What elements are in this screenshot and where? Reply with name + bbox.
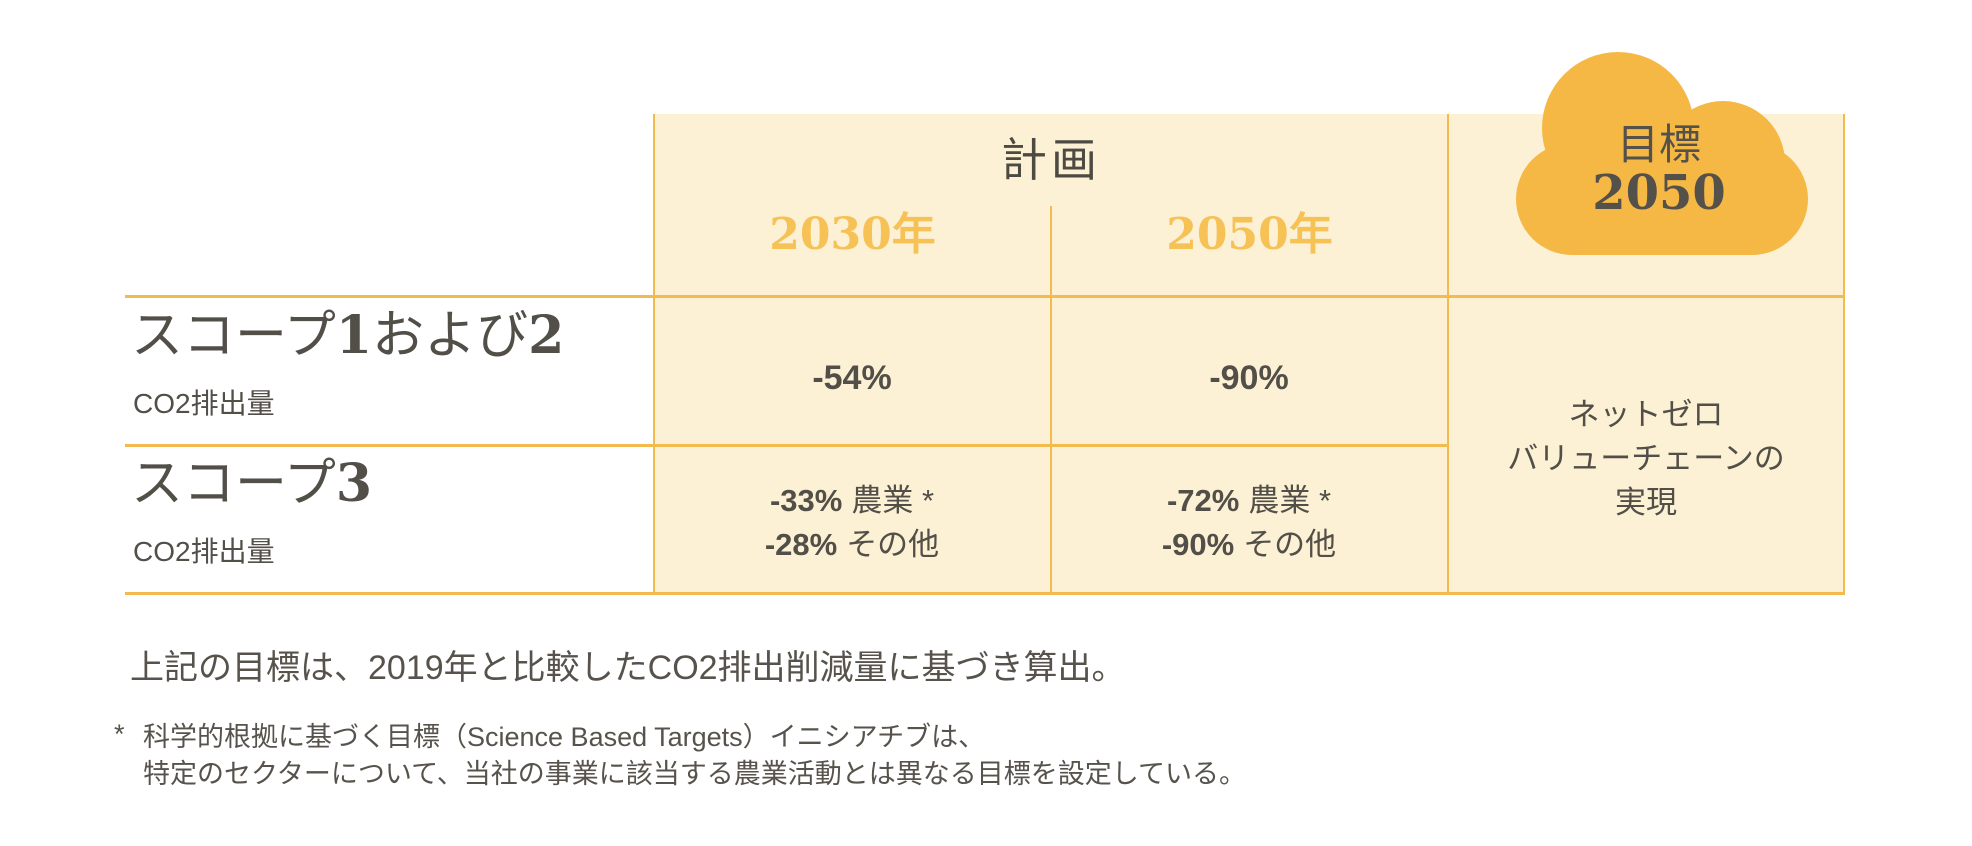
pct-label: 農業 * — [1248, 483, 1332, 519]
cell-scope12-2050: -90% — [1209, 358, 1289, 397]
plan-group-header: 計画 — [1001, 134, 1101, 186]
cell-scope3-2050: -72% 農業 * -90% その他 — [1051, 447, 1447, 592]
goal-label: 目標 — [1616, 121, 1701, 168]
goal-badge-text: 目標 2050 — [1498, 121, 1820, 222]
cloud-icon — [1516, 52, 1808, 255]
goal-cell-line: バリューチェーンの — [1507, 440, 1785, 476]
rule-plan-left-border — [653, 114, 655, 594]
pct-value: -33% — [769, 483, 843, 519]
cell-line: -72% 農業 * — [1167, 479, 1331, 522]
row2-subtitle-co2-emissions: CO2排出量 — [133, 536, 275, 567]
pct-value: -72% — [1166, 483, 1240, 519]
rule-table-bottom — [125, 592, 1845, 595]
row1-num-1: 1 — [335, 305, 373, 366]
rule-header-bottom — [125, 295, 1845, 298]
footnote: * 科学的根拠に基づく目標（Science Based Targets）イニシア… — [114, 719, 1246, 794]
footnote-asterisk: * — [114, 719, 125, 749]
rule-column-divider-goal — [1447, 114, 1449, 594]
row1-title-text: スコープ — [131, 306, 336, 366]
row1-title-text2: および — [372, 306, 529, 366]
footnote-line-2: 特定のセクターについて、当社の事業に該当する農業活動とは異なる目標を設定している… — [143, 759, 1246, 790]
rule-row-divider — [125, 444, 1449, 447]
column-header-2030: 2030年 — [769, 209, 936, 260]
footnote-line-1: 科学的根拠に基づく目標（Science Based Targets）イニシアチブ… — [143, 722, 986, 752]
cell-scope12-2030: -54% — [812, 358, 892, 397]
column-header-2050: 2050年 — [1166, 209, 1333, 260]
footnote-text: 科学的根拠に基づく目標（Science Based Targets）イニシアチブ… — [143, 719, 1246, 794]
rule-column-divider-2030-2050 — [1050, 206, 1052, 594]
baseline-note: 上記の目標は、2019年と比較したCO2排出削減量に基づき算出。 — [130, 649, 1126, 687]
goal-cell-line: ネットゼロ — [1568, 396, 1724, 432]
cell-scope3-2030: -33% 農業 * -28% その他 — [654, 447, 1050, 592]
cell-line: -28% その他 — [765, 523, 939, 566]
row2-title-text: スコープ — [131, 454, 336, 514]
row-title-scope-3: スコープ3 — [131, 458, 372, 511]
row-title-scope-1-and-2: スコープ1および2 — [131, 310, 564, 363]
pct-value: -28% — [764, 526, 838, 562]
cell-goal-net-zero: ネットゼロ バリューチェーンの 実現 — [1449, 298, 1843, 592]
pct-value: -90% — [1161, 526, 1235, 562]
goal-2050-cloud-badge: 目標 2050 — [1498, 38, 1820, 260]
goal-cell-line: 実現 — [1615, 485, 1677, 520]
pct-label: 農業 * — [851, 483, 935, 519]
row2-num-3: 3 — [335, 453, 373, 514]
pct-label: その他 — [1243, 526, 1337, 562]
row1-num-2: 2 — [528, 305, 565, 366]
cell-line: -90% その他 — [1162, 523, 1336, 566]
goal-year: 2050 — [1592, 165, 1726, 222]
pct-label: その他 — [846, 526, 940, 562]
cell-line: -33% 農業 * — [770, 479, 934, 522]
row1-subtitle-co2-emissions: CO2排出量 — [133, 388, 275, 419]
rule-table-right-border — [1843, 114, 1845, 594]
